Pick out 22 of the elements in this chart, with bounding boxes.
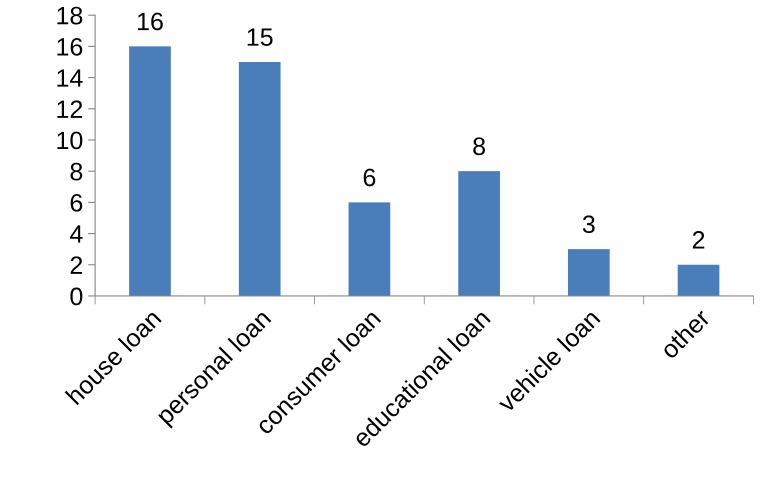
bar bbox=[129, 46, 171, 296]
data-label: 2 bbox=[692, 231, 704, 248]
y-tick-label: 18 bbox=[57, 6, 82, 24]
data-label: 15 bbox=[248, 28, 273, 46]
y-tick-label: 16 bbox=[57, 38, 82, 56]
y-tick-label: 0 bbox=[70, 288, 82, 306]
y-tick-label: 4 bbox=[70, 225, 83, 243]
data-label: 8 bbox=[473, 137, 485, 156]
y-tick-label: 12 bbox=[57, 100, 82, 118]
data-label: 16 bbox=[138, 12, 163, 30]
bar bbox=[238, 62, 281, 296]
y-tick-label: 2 bbox=[70, 256, 82, 274]
bar bbox=[348, 202, 390, 296]
y-tick-label: 10 bbox=[57, 132, 82, 150]
y-tick-label: 6 bbox=[70, 194, 82, 212]
bar bbox=[458, 171, 500, 296]
y-tick-label: 8 bbox=[70, 162, 82, 180]
y-tick-label: 14 bbox=[57, 69, 83, 87]
data-label: 6 bbox=[364, 168, 376, 186]
data-label: 3 bbox=[582, 215, 595, 234]
bar bbox=[568, 249, 610, 296]
bar bbox=[678, 264, 720, 296]
